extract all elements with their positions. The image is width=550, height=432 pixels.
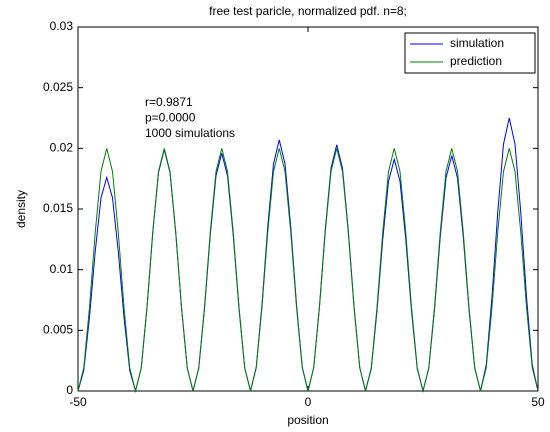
y-tick-label: 0.03 (50, 19, 74, 33)
plot-area (77, 26, 539, 392)
x-tick-label: -50 (69, 395, 87, 409)
y-tick-label: 0.025 (43, 80, 73, 94)
x-tick-label: 50 (531, 395, 545, 409)
x-tick-label: 0 (305, 395, 312, 409)
y-tick-label: 0.01 (50, 262, 74, 276)
annotation: 1000 simulations (145, 126, 235, 140)
y-axis-label: density (14, 190, 28, 228)
legend-label: simulation (450, 36, 504, 50)
y-tick-label: 0.005 (43, 323, 73, 337)
legend-box (404, 32, 536, 74)
annotation: p=0.0000 (145, 111, 196, 125)
y-tick-label: 0.02 (50, 141, 74, 155)
series-line (77, 148, 539, 392)
y-tick-label: 0.015 (43, 201, 73, 215)
chart-title: free test paricle, normalized pdf. n=8; (209, 4, 407, 18)
y-tick-label: 0 (66, 383, 73, 397)
x-axis-label: position (287, 413, 328, 427)
legend-label: prediction (450, 54, 502, 68)
annotation: r=0.9871 (145, 95, 193, 109)
